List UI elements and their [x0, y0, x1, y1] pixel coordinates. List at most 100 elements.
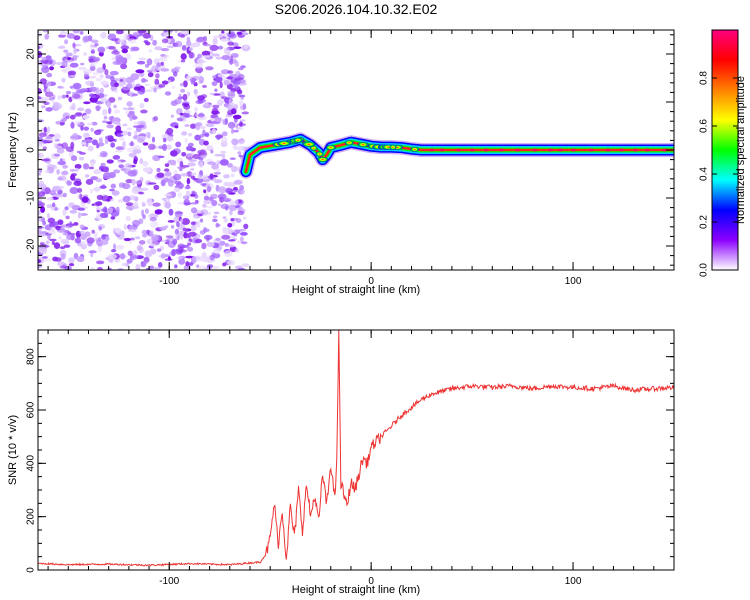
- noise-speckle: [57, 194, 64, 198]
- carrier-blob: [315, 151, 324, 157]
- snr-series-line: [38, 330, 674, 567]
- noise-speckle: [74, 55, 80, 58]
- noise-speckle: [180, 88, 186, 93]
- noise-speckle: [113, 104, 117, 109]
- noise-speckle: [203, 43, 211, 47]
- noise-speckle: [214, 153, 224, 157]
- x-tick-label: -100: [159, 576, 179, 587]
- noise-speckle: [111, 190, 120, 196]
- snr-xlabel: Height of straight line (km): [292, 584, 420, 596]
- noise-speckle: [174, 264, 178, 269]
- noise-speckle: [119, 79, 124, 82]
- noise-speckle: [199, 255, 207, 262]
- noise-speckle: [194, 106, 199, 112]
- noise-speckle: [143, 97, 149, 103]
- noise-speckle: [197, 53, 203, 59]
- noise-speckle: [170, 225, 175, 229]
- noise-speckle: [131, 205, 140, 210]
- noise-speckle: [96, 67, 105, 74]
- snr-ylabel: SNR (10 * v/v): [7, 415, 19, 485]
- carrier-dot: [605, 148, 611, 152]
- noise-speckle: [89, 86, 98, 92]
- carrier-blob: [317, 156, 329, 163]
- noise-speckle: [62, 192, 67, 198]
- noise-speckle: [185, 261, 190, 267]
- noise-speckle: [109, 188, 115, 192]
- noise-speckle: [73, 222, 79, 226]
- noise-speckle: [56, 169, 60, 175]
- carrier-blob: [309, 145, 318, 151]
- noise-speckle: [181, 45, 187, 51]
- noise-speckle: [214, 117, 224, 122]
- noise-speckle: [180, 53, 187, 60]
- noise-speckle: [42, 146, 48, 151]
- noise-speckle: [69, 174, 75, 181]
- carrier-dot: [499, 148, 505, 152]
- noise-speckle: [186, 36, 191, 44]
- noise-speckle: [199, 230, 206, 235]
- noise-speckle: [237, 210, 245, 216]
- noise-speckle: [79, 193, 83, 200]
- noise-speckle: [137, 124, 145, 129]
- noise-speckle: [75, 167, 79, 172]
- noise-speckle: [97, 46, 106, 53]
- noise-speckle: [156, 62, 161, 68]
- noise-speckle: [142, 261, 148, 265]
- noise-speckle: [138, 218, 144, 225]
- noise-speckle: [234, 205, 240, 209]
- noise-speckle: [102, 152, 107, 157]
- noise-speckle: [219, 159, 229, 166]
- noise-speckle: [227, 41, 234, 46]
- carrier-blob: [389, 144, 397, 150]
- noise-speckle: [177, 256, 183, 260]
- noise-speckle: [151, 136, 156, 143]
- noise-speckle: [114, 227, 122, 234]
- noise-speckle: [110, 142, 116, 148]
- noise-speckle: [232, 83, 239, 89]
- noise-speckle: [97, 245, 102, 253]
- noise-speckle: [174, 125, 179, 129]
- noise-speckle: [228, 239, 236, 242]
- noise-speckle: [94, 43, 99, 47]
- noise-speckle: [222, 131, 228, 137]
- noise-speckle: [221, 153, 226, 160]
- noise-speckle: [88, 76, 97, 79]
- noise-speckle: [173, 71, 178, 77]
- noise-speckle: [227, 70, 234, 74]
- noise-speckle: [38, 31, 42, 38]
- noise-speckle: [49, 66, 54, 71]
- noise-speckle: [157, 155, 165, 158]
- noise-speckle: [119, 136, 125, 141]
- colorbar-label: Normalized spectral amplitude: [735, 76, 747, 224]
- noise-speckle: [215, 222, 220, 228]
- noise-speckle: [117, 82, 125, 88]
- noise-speckle: [59, 265, 67, 269]
- noise-speckle: [141, 203, 146, 207]
- noise-speckle: [68, 263, 75, 267]
- noise-speckle: [45, 240, 50, 245]
- carrier-blob: [293, 137, 303, 143]
- noise-speckle: [135, 69, 145, 74]
- noise-speckle: [223, 174, 230, 179]
- noise-speckle: [201, 174, 210, 180]
- colorbar-ticks: 0.0 0.2 0.4 0.6 0.8: [699, 71, 738, 277]
- noise-speckle: [157, 84, 166, 88]
- noise-speckle: [240, 241, 248, 245]
- noise-speckle: [197, 149, 206, 155]
- noise-speckle: [115, 149, 123, 153]
- noise-speckle: [221, 204, 225, 208]
- noise-speckle: [216, 135, 221, 140]
- noise-speckle: [200, 209, 209, 216]
- noise-speckle: [217, 45, 224, 50]
- noise-speckle: [180, 82, 184, 87]
- noise-speckle: [65, 90, 72, 95]
- noise-speckle: [93, 232, 97, 240]
- noise-speckle: [73, 35, 81, 41]
- noise-speckle: [41, 158, 51, 162]
- noise-speckle: [184, 186, 191, 190]
- noise-speckle: [47, 213, 50, 219]
- noise-speckle: [234, 199, 239, 204]
- noise-speckle: [124, 162, 132, 170]
- noise-speckle: [56, 185, 65, 190]
- noise-speckle: [49, 238, 57, 242]
